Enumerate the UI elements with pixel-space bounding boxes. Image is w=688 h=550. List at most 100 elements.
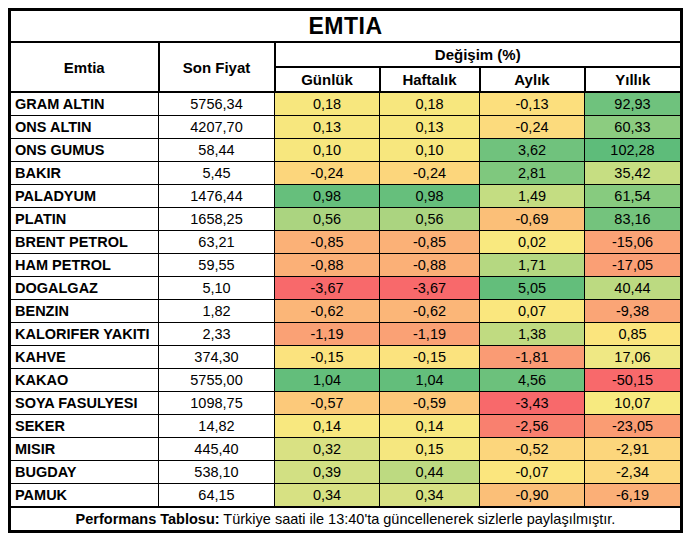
change-value: -3,43	[480, 392, 585, 415]
commodity-name: BUGDAY	[10, 461, 159, 484]
change-value: -3,67	[275, 277, 380, 300]
change-value: 0,98	[380, 185, 480, 208]
change-value: 92,93	[585, 92, 682, 116]
change-value: -0,15	[380, 346, 480, 369]
commodity-name: PAMUK	[10, 484, 159, 508]
change-value: 60,33	[585, 116, 682, 139]
change-value: -0,52	[480, 438, 585, 461]
commodity-name: MISIR	[10, 438, 159, 461]
table-row: PAMUK64,150,340,34-0,90-6,19	[10, 484, 682, 508]
commodity-name: PALADYUM	[10, 185, 159, 208]
change-value: -0,24	[275, 162, 380, 185]
table-row: DOGALGAZ5,10-3,67-3,675,0540,44	[10, 277, 682, 300]
change-value: 10,07	[585, 392, 682, 415]
title-row: EMTIA	[10, 10, 682, 43]
change-value: -0,24	[480, 116, 585, 139]
change-value: 0,56	[380, 208, 480, 231]
commodity-name: HAM PETROL	[10, 254, 159, 277]
table-row: BRENT PETROL63,21-0,85-0,850,02-15,06	[10, 231, 682, 254]
change-value: 40,44	[585, 277, 682, 300]
change-value: 61,54	[585, 185, 682, 208]
change-value: 0,56	[275, 208, 380, 231]
header-group-row: Emtia Son Fiyat Değişim (%)	[10, 42, 682, 67]
commodity-name: GRAM ALTIN	[10, 92, 159, 116]
change-value: 0,32	[275, 438, 380, 461]
change-value: 0,13	[380, 116, 480, 139]
table-row: SOYA FASULYESI1098,75-0,57-0,59-3,4310,0…	[10, 392, 682, 415]
change-value: 35,42	[585, 162, 682, 185]
commodity-name: ONS ALTIN	[10, 116, 159, 139]
last-price-value: 374,30	[159, 346, 275, 369]
change-value: -23,05	[585, 415, 682, 438]
table-row: HAM PETROL59,55-0,88-0,881,71-17,05	[10, 254, 682, 277]
commodity-name: PLATIN	[10, 208, 159, 231]
change-value: -1,19	[380, 323, 480, 346]
change-value: 17,06	[585, 346, 682, 369]
column-header-son-fiyat: Son Fiyat	[159, 42, 275, 92]
table-row: KALORIFER YAKITI2,33-1,19-1,191,380,85	[10, 323, 682, 346]
last-price-value: 1476,44	[159, 185, 275, 208]
commodity-name: KAKAO	[10, 369, 159, 392]
change-value: -0,13	[480, 92, 585, 116]
change-value: -6,19	[585, 484, 682, 508]
table-row: ONS ALTIN4207,700,130,13-0,2460,33	[10, 116, 682, 139]
change-value: 0,13	[275, 116, 380, 139]
change-value: 0,39	[275, 461, 380, 484]
change-value: -0,62	[275, 300, 380, 323]
change-value: 4,56	[480, 369, 585, 392]
change-value: -0,85	[275, 231, 380, 254]
change-value: -0,88	[380, 254, 480, 277]
change-value: -3,67	[380, 277, 480, 300]
commodity-name: SEKER	[10, 415, 159, 438]
change-value: 0,44	[380, 461, 480, 484]
change-value: 0,18	[275, 92, 380, 116]
change-value: -0,85	[380, 231, 480, 254]
column-header-gunluk: Günlük	[275, 67, 380, 92]
table-row: PALADYUM1476,440,980,981,4961,54	[10, 185, 682, 208]
table-row: SEKER14,820,140,14-2,56-23,05	[10, 415, 682, 438]
commodity-performance-sheet: EMTIA Emtia Son Fiyat Değişim (%) Günlük…	[0, 0, 688, 550]
table-row: MISIR445,400,320,15-0,52-2,91	[10, 438, 682, 461]
change-value: -0,62	[380, 300, 480, 323]
change-value: 0,07	[480, 300, 585, 323]
column-group-degisim: Değişim (%)	[275, 42, 682, 67]
last-price-value: 63,21	[159, 231, 275, 254]
emtia-table: EMTIA Emtia Son Fiyat Değişim (%) Günlük…	[8, 8, 683, 533]
change-value: 0,15	[380, 438, 480, 461]
last-price-value: 5,45	[159, 162, 275, 185]
change-value: 5,05	[480, 277, 585, 300]
last-price-value: 4207,70	[159, 116, 275, 139]
change-value: -17,05	[585, 254, 682, 277]
footer-note: Performans Tablosu: Türkiye saati ile 13…	[10, 507, 682, 532]
last-price-value: 58,44	[159, 139, 275, 162]
table-row: KAKAO5755,001,041,044,56-50,15	[10, 369, 682, 392]
commodity-name: SOYA FASULYESI	[10, 392, 159, 415]
change-value: 0,34	[380, 484, 480, 508]
last-price-value: 59,55	[159, 254, 275, 277]
change-value: -2,56	[480, 415, 585, 438]
commodity-name: BENZIN	[10, 300, 159, 323]
change-value: -0,07	[480, 461, 585, 484]
change-value: 0,98	[275, 185, 380, 208]
change-value: 1,38	[480, 323, 585, 346]
change-value: -9,38	[585, 300, 682, 323]
change-value: -0,69	[480, 208, 585, 231]
change-value: 1,04	[380, 369, 480, 392]
table-row: BUGDAY538,100,390,44-0,07-2,34	[10, 461, 682, 484]
last-price-value: 1,82	[159, 300, 275, 323]
page-title: EMTIA	[10, 10, 682, 43]
change-value: 0,18	[380, 92, 480, 116]
last-price-value: 64,15	[159, 484, 275, 508]
last-price-value: 5755,00	[159, 369, 275, 392]
last-price-value: 5756,34	[159, 92, 275, 116]
table-row: ONS GUMUS58,440,100,103,62102,28	[10, 139, 682, 162]
change-value: 2,81	[480, 162, 585, 185]
change-value: 0,02	[480, 231, 585, 254]
table-row: GRAM ALTIN5756,340,180,18-0,1392,93	[10, 92, 682, 116]
table-row: BAKIR5,45-0,24-0,242,8135,42	[10, 162, 682, 185]
change-value: 3,62	[480, 139, 585, 162]
change-value: 0,14	[275, 415, 380, 438]
table-row: BENZIN1,82-0,62-0,620,07-9,38	[10, 300, 682, 323]
change-value: -0,24	[380, 162, 480, 185]
last-price-value: 445,40	[159, 438, 275, 461]
